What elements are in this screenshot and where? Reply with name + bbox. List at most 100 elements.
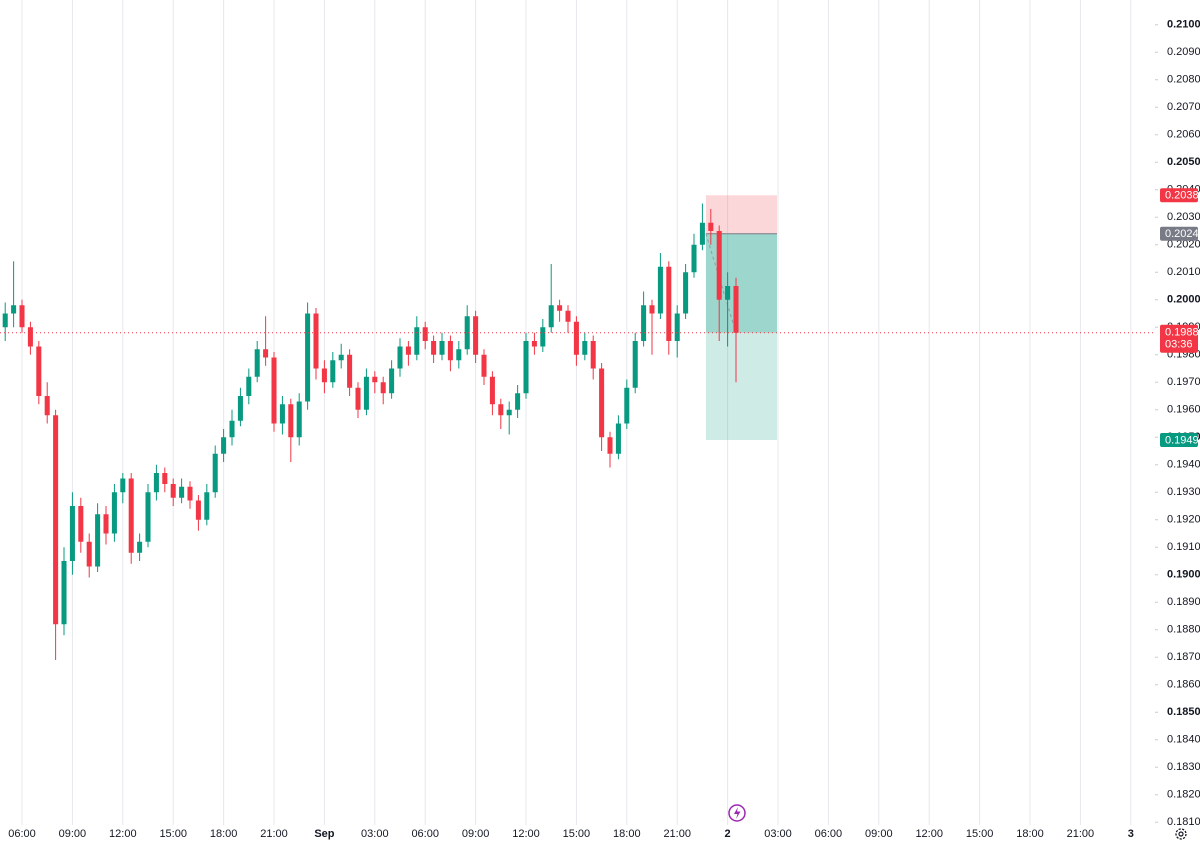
candle-body [212,453,218,493]
candle-body [103,514,109,534]
candle-body [683,272,689,314]
candle-body [355,387,361,410]
y-tick-label: 0.1860 [1167,679,1200,691]
candle-body [666,266,672,341]
candle-body [540,327,546,347]
x-tick-label: 09:00 [865,828,893,840]
candle-body [624,387,630,424]
y-tick-label: 0.2030 [1167,211,1200,223]
y-tick-label: 0.1810 [1167,816,1200,828]
x-tick-label: 21:00 [663,828,691,840]
x-tick-label: 15:00 [966,828,994,840]
x-tick-label: 18:00 [1016,828,1044,840]
progress-zone[interactable] [705,233,777,333]
candle-body [69,506,75,561]
y-tick-label: 0.1880 [1167,624,1200,636]
y-tick-label: 0.1870 [1167,651,1200,663]
y-tick-label: 0.1900 [1167,569,1200,581]
position-tool[interactable] [705,195,777,440]
y-tick-label: 0.2020 [1167,239,1200,251]
x-tick-label: Sep [314,828,334,840]
candle-body [313,313,319,369]
candle-body [137,541,143,553]
candle-body [204,492,210,520]
candle-body [221,437,227,454]
x-tick-label: 15:00 [563,828,591,840]
x-tick-label: 18:00 [613,828,641,840]
candle-body [456,349,462,361]
candle-body [145,492,151,542]
candle-body [414,327,420,355]
candle-body [405,346,411,355]
candle-body [229,420,235,438]
candle-body [641,305,647,341]
price-label-bg [1160,324,1198,353]
stop-label: 0.2038 [1165,190,1199,202]
y-tick-label: 0.1960 [1167,404,1200,416]
candle-body [691,244,697,273]
x-tick-label: 03:00 [361,828,389,840]
candle-body [548,305,554,328]
candle-body [296,401,302,438]
candle-body [515,393,521,410]
candle-body [179,486,185,498]
x-tick-label: 18:00 [210,828,238,840]
candle-body [389,368,395,394]
y-tick-label: 0.1840 [1167,734,1200,746]
candle-body [95,514,101,567]
x-tick-label: 12:00 [915,828,943,840]
candle-body [86,541,92,567]
candle-body [531,341,537,347]
price-label: 0.1988 [1165,327,1199,339]
x-tick-label: 3 [1128,828,1134,840]
y-tick-label: 0.1850 [1167,706,1200,718]
candle-body [271,357,277,424]
candle-body [431,341,437,355]
candle-body [473,316,479,355]
candle-body [263,349,269,358]
candle-body [19,305,25,328]
candle-body [363,376,369,410]
trade-path [705,233,737,333]
candle-body [279,404,285,424]
lightning-icon[interactable] [728,804,746,822]
candle-body [254,349,260,377]
candle-body [523,341,529,394]
candle-body [489,376,495,405]
x-tick-label: 2 [725,828,731,840]
candle-body [439,341,445,355]
candle-body [195,500,201,520]
y-tick-label: 0.2090 [1167,46,1200,58]
candle-body [498,404,504,416]
candle-body [2,313,8,328]
stop-label-bg [1160,188,1198,203]
axes: 06:00 09:00 12:00 15:00 18:00 21:00 Sep 03:00 06… [8,19,1200,840]
candle-body [61,561,67,625]
settings-icon[interactable] [1175,828,1187,840]
candle-body [338,354,344,361]
y-tick-label: 0.2000 [1167,294,1200,306]
candle-body [372,376,378,383]
candle-body [111,492,117,534]
candle-body [447,341,453,361]
x-tick-label: 06:00 [815,828,843,840]
target-label: 0.1949 [1165,434,1199,446]
x-tick-label: 03:00 [764,828,792,840]
stop-zone[interactable] [705,195,777,234]
candle-body [632,341,638,388]
candle-body [27,327,33,347]
candle-body [422,327,428,341]
grid [21,0,1132,825]
x-tick-label: 21:00 [260,828,288,840]
x-tick-label: 09:00 [462,828,490,840]
candle-body [120,478,126,493]
candle-body [288,404,294,438]
candle-body [674,313,680,341]
y-tick-label: 0.1910 [1167,541,1200,553]
candle-body [725,286,731,300]
candle-body [557,305,563,311]
target-label-bg [1160,433,1198,447]
y-tick-label: 0.1830 [1167,761,1200,773]
